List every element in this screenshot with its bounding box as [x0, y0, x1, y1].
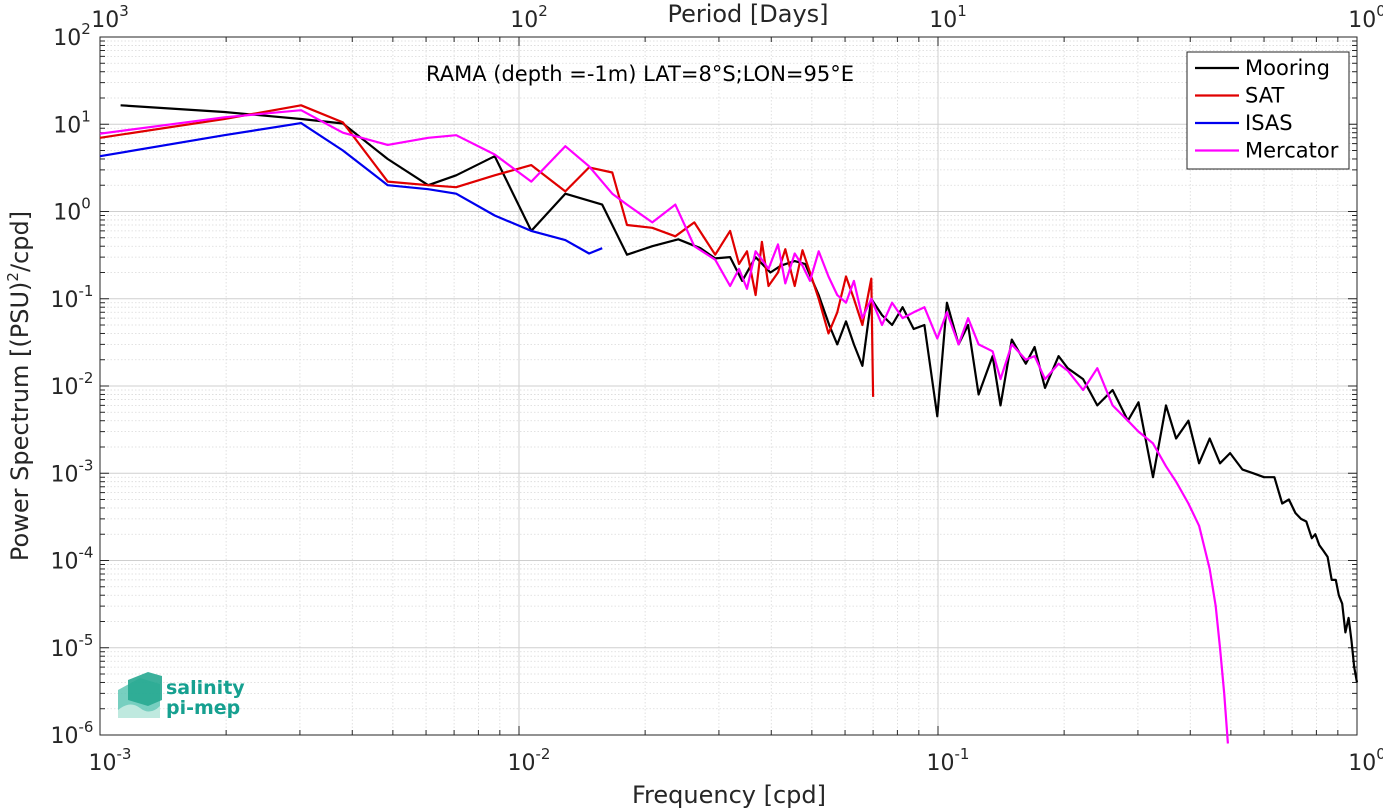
- chart-title: RAMA (depth =-1m) LAT=8°S;LON=95°E: [426, 62, 854, 86]
- top-tick-label: 100: [1348, 2, 1383, 33]
- y-tick-label: 10-3: [51, 456, 94, 487]
- legend-label-isas: ISAS: [1245, 111, 1293, 135]
- y-tick-label: 100: [53, 195, 91, 226]
- legend: Mooring SAT ISAS Mercator: [1186, 51, 1350, 170]
- y-tick-label: 102: [53, 20, 91, 51]
- y-tick-label: 101: [53, 107, 91, 138]
- series-line-mercator: [99, 109, 1229, 744]
- y-axis-label: Power Spectrum [(PSU)2/cpd]: [4, 211, 34, 561]
- x-tick-label: 100: [1348, 745, 1383, 776]
- y-tick-label: 10-2: [51, 369, 94, 400]
- top-tick-label: 102: [510, 2, 548, 33]
- x-tick-label: 10-3: [89, 745, 132, 776]
- logo-text-salinity: salinity: [166, 677, 245, 699]
- top-tick-label: 103: [91, 2, 129, 33]
- y-tick-label: 10-6: [51, 718, 94, 749]
- series-line-isas: [99, 121, 603, 255]
- top-x-axis-label: Period [Days]: [667, 0, 828, 28]
- x-tick-label: 10-2: [508, 745, 551, 776]
- legend-label-sat: SAT: [1245, 84, 1284, 108]
- x-axis-label: Frequency [cpd]: [632, 781, 826, 809]
- legend-label-mercator: Mercator: [1245, 139, 1339, 163]
- tick-marks: [99, 36, 1358, 736]
- series-line-sat: [99, 104, 875, 397]
- legend-label-mooring: Mooring: [1245, 56, 1330, 80]
- y-tick-label: 10-4: [51, 544, 94, 575]
- x-tick-label: 10-1: [927, 745, 970, 776]
- series-line-mooring: [120, 104, 1359, 683]
- logo-mark-icon: [118, 672, 162, 718]
- logo-text-pi-mep: pi-mep: [166, 697, 240, 719]
- y-tick-label: 10-1: [51, 282, 94, 313]
- y-tick-label: 10-5: [51, 631, 94, 662]
- top-tick-label: 101: [929, 2, 967, 33]
- grid-lines: [99, 36, 1358, 736]
- series-lines: [99, 104, 1359, 744]
- salinity-pi-mep-logo: salinity pi-mep: [118, 672, 245, 719]
